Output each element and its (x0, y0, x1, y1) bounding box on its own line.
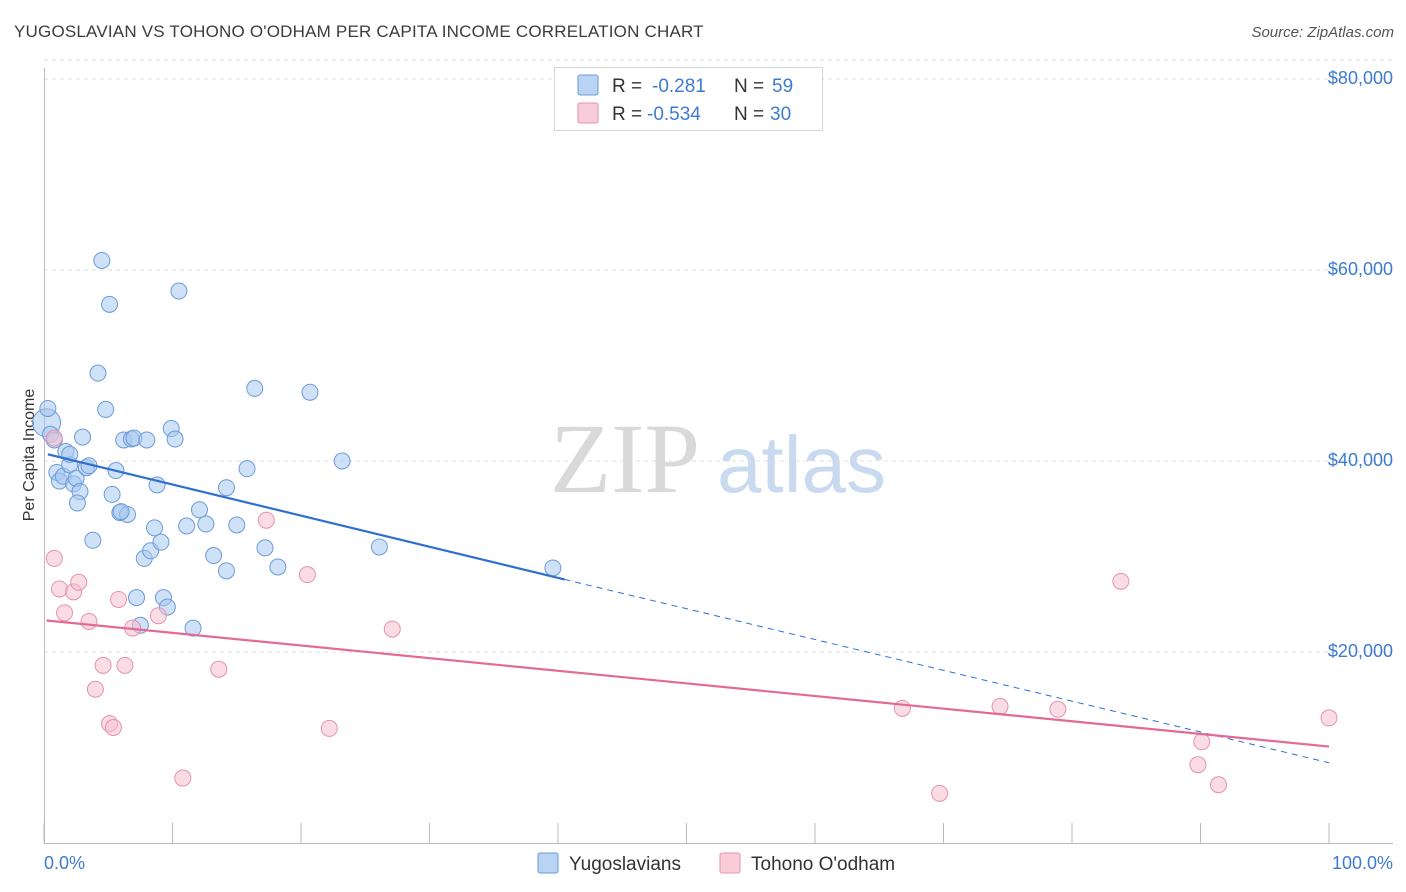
yugoslavians-point (301, 383, 319, 401)
tohono-point (991, 697, 1009, 715)
yugoslavians-point (256, 539, 274, 557)
y-axis-title: Per Capita Income (21, 389, 38, 522)
yugoslavians-point (84, 531, 102, 549)
tohono-point (104, 718, 122, 736)
legend-r-value-1: -0.281 (652, 76, 706, 97)
tohono-point (1112, 572, 1130, 590)
tohono-point (1209, 776, 1227, 794)
yugoslavians-point (68, 494, 86, 512)
bottom-legend-swatch-tohono[interactable] (719, 852, 741, 874)
legend-r-label-1: R = (612, 76, 642, 97)
gridlines (44, 59, 1393, 653)
yugoslavians-point (128, 589, 146, 607)
x-tick-label-min: 0.0% (44, 853, 85, 873)
y-tick-label: $60,000 (1328, 259, 1393, 279)
y-tick-labels: $20,000 $40,000 $60,000 $80,000 (1328, 68, 1393, 661)
tohono-point (174, 769, 192, 787)
tohono-point (1189, 756, 1207, 774)
yugoslavians-point (152, 533, 170, 551)
tohono-point (149, 607, 167, 625)
tohono-point (298, 566, 316, 584)
tohono-point (70, 573, 88, 591)
tohono-point (383, 620, 401, 638)
tohono-point (80, 612, 98, 630)
bottom-legend-swatch-yugoslavians[interactable] (537, 852, 559, 874)
yugoslavians-point (170, 282, 188, 300)
tohono-point (1193, 733, 1211, 751)
series-yugoslavians-points (32, 251, 562, 637)
tohono-trend-line (46, 619, 1330, 748)
yugoslavians-point (370, 538, 388, 556)
yugoslavians-point (238, 460, 256, 478)
legend-r-value-2: -0.534 (647, 104, 701, 125)
yugoslavians-point (93, 251, 111, 269)
tohono-point (1320, 709, 1338, 727)
bottom-legend-label-tohono[interactable]: Tohono O'odham (751, 854, 895, 875)
legend-swatch-tohono (577, 102, 599, 124)
tohono-point (257, 511, 275, 529)
tohono-point (94, 656, 112, 674)
tohono-point (45, 429, 63, 447)
yugoslavians-point (101, 295, 119, 313)
legend-swatch-yugoslavians (577, 74, 599, 96)
yugoslavians-point (178, 517, 196, 535)
watermark-zip: ZIP (550, 403, 700, 514)
tohono-point (45, 549, 63, 567)
tohono-point (931, 784, 949, 802)
legend-r-label-2: R = (612, 104, 642, 125)
source-label: Source: ZipAtlas.com (1251, 24, 1394, 41)
tohono-point (893, 699, 911, 717)
legend-n-label-2: N = (734, 104, 764, 125)
yugoslavians-point (166, 430, 184, 448)
y-tick-label: $20,000 (1328, 641, 1393, 661)
x-tick-label-max: 100.0% (1332, 853, 1393, 873)
y-tick-label: $40,000 (1328, 450, 1393, 470)
yugoslavians-point (217, 562, 235, 580)
yugoslavians-point (138, 431, 156, 449)
yugoslavians-point (217, 479, 235, 497)
trend-lines (46, 453, 1330, 764)
yugoslavians-point (103, 485, 121, 503)
yugoslavians-point (205, 547, 223, 565)
tohono-point (56, 604, 74, 622)
chart-title: YUGOSLAVIAN VS TOHONO O'ODHAM PER CAPITA… (14, 22, 704, 41)
correlation-legend: R = -0.281 N = 59 R = -0.534 N = 30 (554, 67, 823, 131)
yugoslavians-point (146, 519, 164, 537)
tohono-point (86, 680, 104, 698)
bottom-legend-label-yugoslavians[interactable]: Yugoslavians (569, 854, 681, 875)
legend-n-label-1: N = (734, 76, 764, 97)
tohono-point (116, 656, 134, 674)
legend-box (554, 67, 823, 131)
yugoslavians-point (74, 428, 92, 446)
tohono-point (110, 590, 128, 608)
yugoslavians-point (112, 503, 130, 521)
yugoslavians-point (544, 559, 562, 577)
legend-n-value-1: 59 (772, 76, 793, 97)
legend-n-value-2: 30 (770, 104, 791, 125)
watermark-atlas: atlas (717, 420, 886, 509)
yugoslavians-point (269, 558, 287, 576)
tohono-point (210, 660, 228, 678)
yugoslavians-point (39, 399, 57, 417)
yugoslavians-point (333, 452, 351, 470)
y-tick-label: $80,000 (1328, 68, 1393, 88)
yugoslavians-point (89, 364, 107, 382)
tohono-point (1049, 700, 1067, 718)
yugoslavians-point (184, 619, 202, 637)
yugoslavians-trend-line (47, 453, 565, 581)
x-axis-ticks (43, 823, 1330, 843)
tohono-point (320, 719, 338, 737)
yugoslavians-point (197, 515, 215, 533)
yugoslavians-point (228, 516, 246, 534)
yugoslavians-point (97, 400, 115, 418)
yugoslavians-point (246, 379, 264, 397)
yugoslavians-point (190, 501, 208, 519)
tohono-point (50, 580, 68, 598)
series-legend: Yugoslavians Tohono O'odham (537, 852, 895, 875)
